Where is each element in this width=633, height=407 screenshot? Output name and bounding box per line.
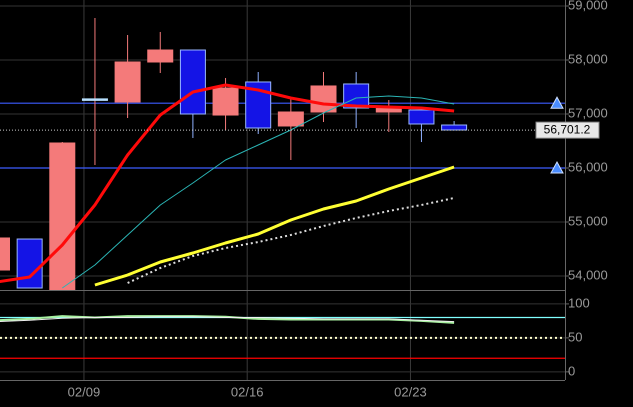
y-tick-label: 56,000 — [568, 159, 608, 174]
x-tick-label: 02/16 — [231, 384, 264, 399]
price-panel — [0, 0, 565, 290]
level-marker — [550, 160, 564, 174]
last-price-label: 56,701.2 — [544, 122, 591, 136]
last-price-box — [535, 121, 600, 139]
y-tick-label: 58,000 — [568, 51, 608, 66]
candle-body — [408, 109, 435, 125]
y-tick-label: 100 — [568, 295, 590, 310]
candle-body — [147, 49, 174, 63]
candle-body — [212, 87, 239, 116]
line-series — [0, 316, 455, 323]
candle-body — [16, 238, 43, 289]
x-tick-label: 02/09 — [68, 384, 101, 399]
level-marker — [550, 96, 564, 109]
axes: 02/09 02/16 02/23 54,000 55,000 56,000 57,000 5… — [0, 0, 608, 399]
line-series — [127, 197, 455, 284]
line-series — [0, 315, 455, 324]
y-tick-label: 0 — [568, 363, 575, 378]
y-tick-label: 54,000 — [568, 267, 608, 282]
y-tick-label: 50 — [568, 329, 582, 344]
y-tick-label: 59,000 — [568, 0, 608, 12]
line-series — [0, 83, 455, 284]
candle-body — [310, 85, 337, 113]
x-tick-label: 02/23 — [394, 384, 427, 399]
line-series — [62, 95, 455, 289]
candle-body — [0, 237, 10, 271]
candle-body — [114, 61, 141, 103]
y-tick-label: 55,000 — [568, 213, 608, 228]
y-tick-label: 57,000 — [568, 105, 608, 120]
candle-body — [49, 142, 76, 290]
indicator-panel — [0, 291, 565, 380]
candle-body — [81, 98, 108, 101]
candle-body — [179, 49, 206, 115]
candle-body — [277, 111, 304, 127]
candle-body — [441, 124, 468, 131]
line-series — [94, 165, 455, 287]
